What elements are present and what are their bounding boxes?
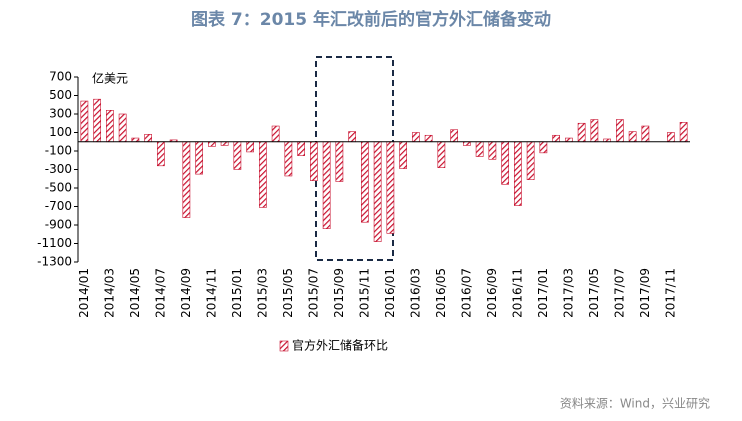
source: 资料来源：Wind，兴业研究 (560, 396, 710, 411)
bar (259, 141, 267, 208)
bar (348, 131, 356, 143)
bar (514, 141, 522, 206)
bar (322, 141, 331, 229)
bar (437, 141, 446, 168)
bar (335, 141, 344, 182)
x-tick-label: 2014/03 (102, 268, 116, 318)
bar (310, 141, 318, 181)
y-tick-label: -500 (45, 181, 72, 195)
bar (93, 98, 101, 143)
legend-swatch (279, 340, 289, 352)
bar (144, 134, 152, 143)
y-tick-label: -1300 (37, 255, 72, 269)
x-tick-label: 2016/05 (434, 268, 448, 318)
bar (399, 141, 407, 169)
bar (157, 141, 165, 167)
bar (475, 141, 484, 157)
bar (412, 132, 420, 143)
x-tick-label: 2015/09 (332, 268, 346, 318)
x-tick-label: 2016/07 (459, 268, 473, 318)
y-tick-label: -900 (45, 218, 72, 232)
x-tick-label: 2017/03 (561, 268, 575, 318)
bar (233, 141, 242, 170)
bar (488, 141, 497, 160)
x-tick-label: 2016/03 (408, 268, 422, 318)
bar (424, 134, 433, 143)
x-tick-label: 2016/09 (485, 268, 499, 318)
bar (361, 141, 369, 223)
x-tick-label: 2015/11 (357, 268, 371, 318)
bar (131, 137, 140, 143)
bar (182, 141, 191, 218)
x-tick-label: 2017/11 (663, 268, 677, 318)
bar (208, 141, 216, 147)
y-tick-label: -1100 (37, 236, 72, 250)
x-tick-label: 2017/09 (638, 268, 652, 318)
bar (450, 129, 458, 143)
y-tick-label: 500 (49, 88, 72, 102)
bar (284, 141, 293, 177)
y-tick-label: 100 (49, 125, 72, 139)
bar (679, 122, 688, 143)
bar (552, 134, 560, 143)
x-tick-label: 2017/05 (587, 268, 601, 318)
bar (501, 141, 509, 185)
bar (641, 125, 650, 143)
x-tick-label: 2016/01 (383, 268, 397, 318)
bar (118, 113, 127, 143)
x-tick-label: 2015/07 (306, 268, 320, 318)
bar (616, 119, 624, 143)
x-tick-label: 2016/11 (510, 268, 524, 318)
x-tick-label: 2015/01 (230, 268, 244, 318)
unit-label: 亿美元 (92, 71, 128, 86)
x-tick-label: 2014/11 (204, 268, 218, 318)
bar (106, 110, 114, 143)
bar (539, 141, 548, 154)
x-tick-label: 2015/03 (255, 268, 269, 318)
x-tick-label: 2017/07 (612, 268, 626, 318)
bar (386, 141, 395, 234)
x-tick-label: 2014/09 (179, 268, 193, 318)
y-tick-label: 300 (49, 107, 72, 121)
bar (565, 137, 573, 143)
legend-label: 官方外汇储备环比 (292, 338, 388, 353)
y-tick-label: -300 (45, 162, 72, 176)
x-tick-label: 2015/05 (281, 268, 295, 318)
bar (590, 119, 599, 143)
y-tick-label: 700 (49, 70, 72, 84)
y-tick-label: -100 (45, 144, 72, 158)
x-tick-label: 2014/05 (128, 268, 142, 318)
bar (373, 141, 382, 242)
x-tick-label: 2017/01 (536, 268, 550, 318)
bar (463, 141, 471, 146)
bar (220, 141, 229, 146)
bar (526, 141, 535, 180)
bar (246, 141, 254, 153)
bar (271, 125, 280, 143)
bar (195, 141, 203, 175)
bar (667, 132, 675, 143)
y-tick-label: -700 (45, 199, 72, 213)
bar (577, 122, 586, 143)
chart-title: 图表 7：2015 年汇改前后的官方外汇储备变动 (191, 9, 551, 30)
bar (80, 100, 89, 143)
bar (297, 141, 305, 156)
x-tick-label: 2014/07 (153, 268, 167, 318)
x-tick-label: 2014/01 (77, 268, 91, 318)
bar (628, 131, 637, 143)
